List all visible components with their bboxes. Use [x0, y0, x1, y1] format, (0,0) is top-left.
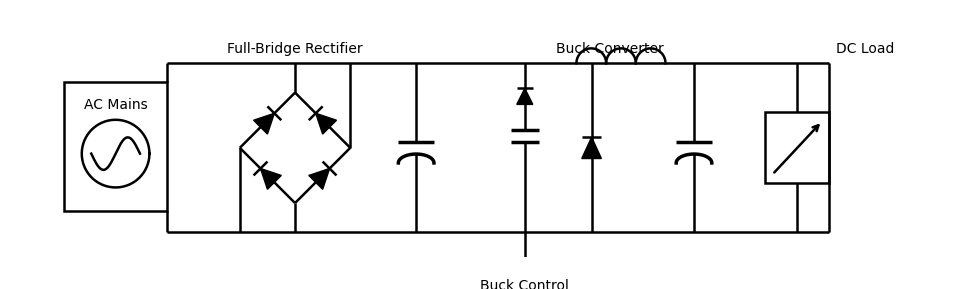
Polygon shape — [254, 113, 274, 134]
Text: Buck Control: Buck Control — [481, 279, 569, 289]
Bar — [65, 82, 167, 211]
Polygon shape — [261, 168, 281, 189]
Polygon shape — [582, 137, 601, 158]
Text: AC Mains: AC Mains — [84, 98, 148, 112]
Bar — [471, 273, 578, 289]
Text: DC Load: DC Load — [837, 42, 895, 56]
Text: Full-Bridge Rectifier: Full-Bridge Rectifier — [227, 42, 363, 56]
Bar — [765, 112, 829, 184]
Polygon shape — [517, 88, 533, 104]
Text: Buck Converter: Buck Converter — [556, 42, 663, 56]
Polygon shape — [316, 113, 337, 134]
Polygon shape — [309, 168, 330, 189]
